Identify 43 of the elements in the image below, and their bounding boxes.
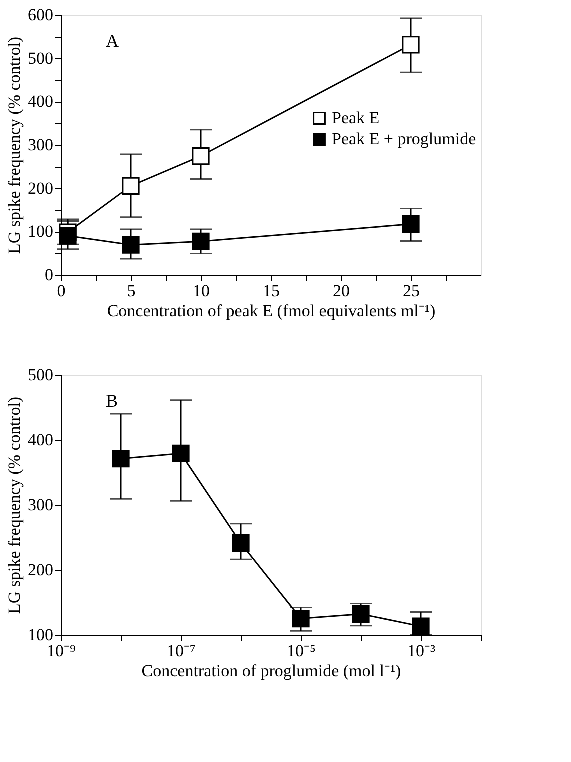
point	[59, 227, 77, 245]
x-tick-label: 10⁻⁹	[47, 642, 76, 660]
point	[192, 232, 210, 250]
annotation: B	[106, 391, 118, 411]
x-tick-label: 20	[333, 282, 350, 300]
x-tick-label: 5	[127, 282, 136, 300]
y-axis-title: LG spike frequency (% control)	[5, 36, 24, 254]
x-axis-title: Concentration of proglumide (mol l⁻¹)	[142, 662, 402, 680]
y-tick-label: 0	[45, 266, 54, 284]
x-tick-label: 25	[403, 282, 420, 300]
y-tick-label: 500	[28, 366, 54, 384]
point	[402, 215, 420, 234]
y-tick-label: 600	[28, 6, 54, 24]
y-tick-label: 200	[28, 178, 54, 198]
x-tick-label: 10⁻³	[407, 642, 436, 660]
point	[122, 177, 140, 195]
x-tick-label: 10	[193, 282, 210, 300]
y-tick-label: 400	[28, 92, 54, 112]
point	[172, 444, 190, 462]
x-tick-label: 10⁻⁷	[167, 642, 196, 660]
y-tick-label: 100	[28, 626, 54, 644]
y-tick-label: 400	[28, 430, 54, 450]
y-tick-label: 200	[28, 560, 54, 580]
annotation: A	[106, 31, 119, 51]
legend-label: Peak E	[332, 108, 380, 128]
x-tick-label: 10⁻⁵	[287, 642, 316, 660]
point	[232, 534, 250, 552]
point	[292, 610, 310, 628]
x-axis-title: Concentration of peak E (fmol equivalents ml⁻¹)	[107, 302, 436, 320]
y-tick-label: 500	[28, 48, 54, 68]
point	[352, 605, 370, 624]
x-tick-label: 0	[57, 282, 66, 300]
legend-label: Peak E + proglumide	[332, 130, 476, 148]
y-axis-title: LG spike frequency (% control)	[5, 396, 24, 614]
point	[412, 618, 430, 636]
y-tick-label: 100	[28, 222, 54, 242]
y-tick-label: 300	[28, 136, 54, 154]
point	[402, 36, 420, 54]
x-tick-label: 15	[263, 282, 280, 300]
point	[112, 450, 130, 468]
point	[122, 236, 140, 254]
y-tick-label: 300	[28, 496, 54, 514]
point	[192, 147, 210, 166]
